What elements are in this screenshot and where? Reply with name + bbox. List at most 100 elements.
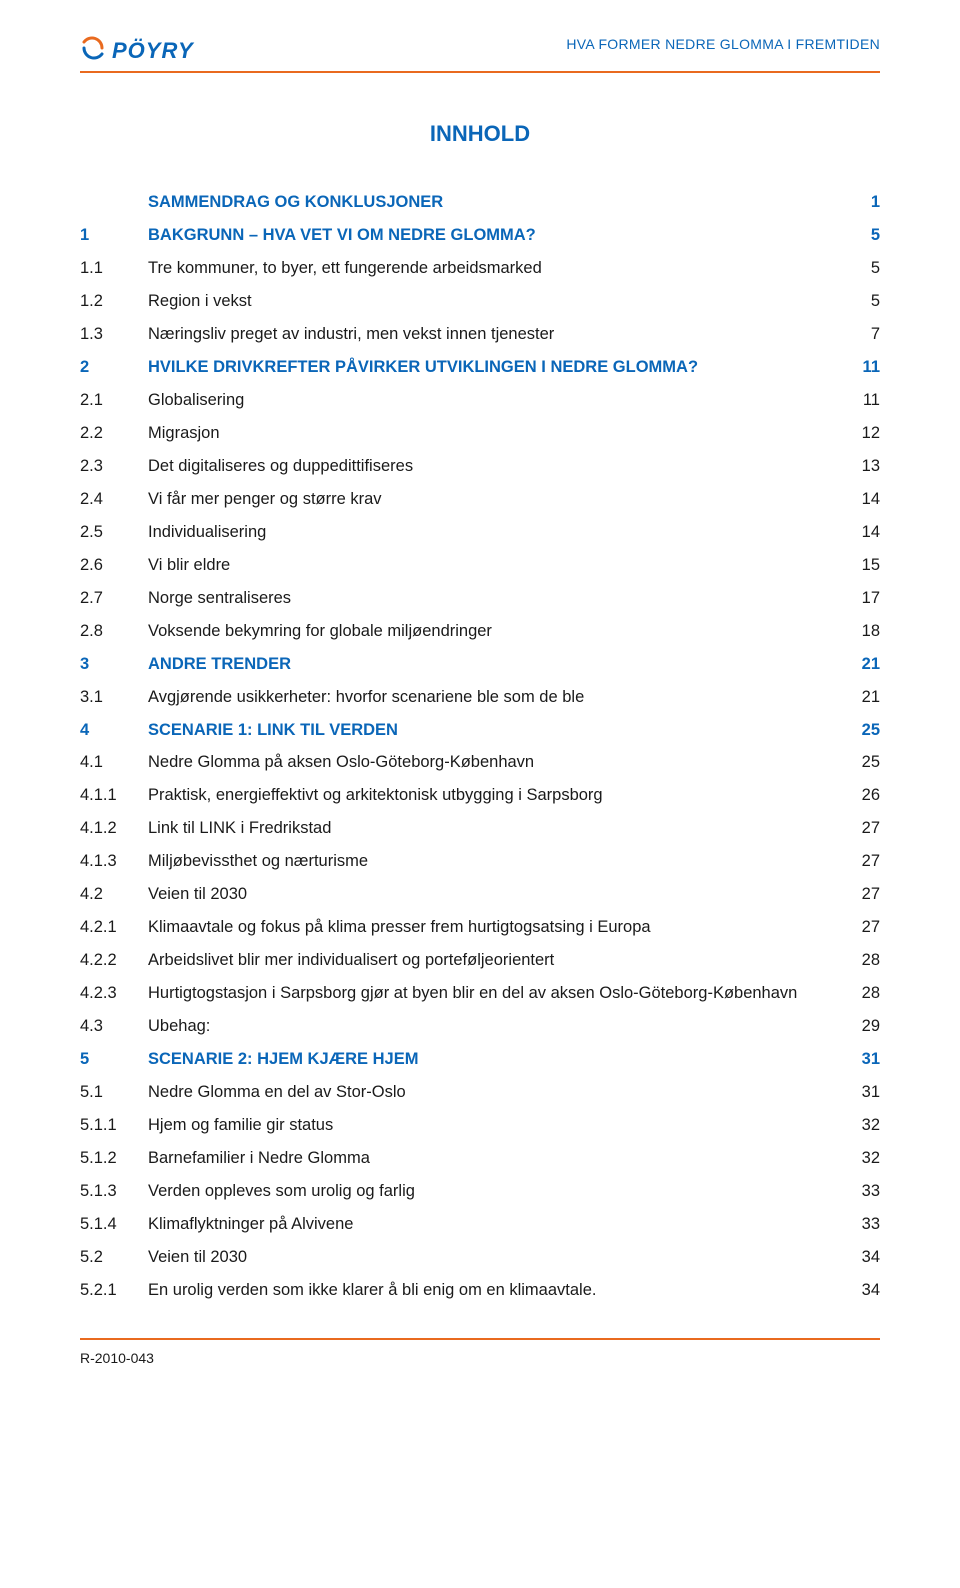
- toc-label: Arbeidslivet blir mer individualisert og…: [148, 951, 844, 970]
- toc-row: 2.6Vi blir eldre15: [80, 556, 880, 575]
- toc-row: 2HVILKE DRIVKREFTER PÅVIRKER UTVIKLINGEN…: [80, 358, 880, 377]
- toc-row: 2.4Vi får mer penger og større krav14: [80, 490, 880, 509]
- toc-row: SAMMENDRAG OG KONKLUSJONER1: [80, 193, 880, 212]
- toc-label: Nedre Glomma på aksen Oslo-Göteborg-Købe…: [148, 753, 844, 772]
- header-rule: [80, 71, 880, 73]
- toc-label: Globalisering: [148, 391, 844, 410]
- toc-number: 5.2: [80, 1248, 148, 1267]
- toc-page: 18: [844, 622, 880, 641]
- toc-label: Migrasjon: [148, 424, 844, 443]
- toc-label: Vi får mer penger og større krav: [148, 490, 844, 509]
- page-container: PÖYRY HVA FORMER NEDRE GLOMMA I FREMTIDE…: [0, 0, 960, 1394]
- toc-page: 34: [844, 1281, 880, 1300]
- toc-number: 3.1: [80, 688, 148, 707]
- toc-row: 5.1.1Hjem og familie gir status32: [80, 1116, 880, 1135]
- toc-label: Individualisering: [148, 523, 844, 542]
- toc-number: 5.1.2: [80, 1149, 148, 1168]
- toc-page: 27: [844, 885, 880, 904]
- toc-number: 2.2: [80, 424, 148, 443]
- toc-page: 32: [844, 1149, 880, 1168]
- toc-page: 5: [844, 259, 880, 278]
- toc-page: 5: [844, 226, 880, 245]
- brand-name: PÖYRY: [112, 38, 194, 64]
- toc-row: 5.1.3Verden oppleves som urolig og farli…: [80, 1182, 880, 1201]
- toc-number: 2.6: [80, 556, 148, 575]
- toc-page: 29: [844, 1017, 880, 1036]
- toc-page: 28: [844, 984, 880, 1003]
- toc-label: Link til LINK i Fredrikstad: [148, 819, 844, 838]
- toc-number: 5.2.1: [80, 1281, 148, 1300]
- toc-row: 5SCENARIE 2: HJEM KJÆRE HJEM31: [80, 1050, 880, 1069]
- toc-page: 27: [844, 819, 880, 838]
- toc-number: 1: [80, 226, 148, 245]
- toc-label: Nedre Glomma en del av Stor-Oslo: [148, 1083, 844, 1102]
- toc-row: 2.2Migrasjon12: [80, 424, 880, 443]
- toc-number: 3: [80, 655, 148, 674]
- toc-label: SAMMENDRAG OG KONKLUSJONER: [148, 193, 844, 212]
- toc-row: 1.3Næringsliv preget av industri, men ve…: [80, 325, 880, 344]
- toc-page: 31: [844, 1083, 880, 1102]
- running-header: HVA FORMER NEDRE GLOMMA I FREMTIDEN: [566, 36, 880, 52]
- footer-doc-id: R-2010-043: [80, 1350, 880, 1366]
- toc-number: 1.3: [80, 325, 148, 344]
- toc-label: Region i vekst: [148, 292, 844, 311]
- toc-row: 4.2.3Hurtigtogstasjon i Sarpsborg gjør a…: [80, 984, 880, 1003]
- toc-number: 5: [80, 1050, 148, 1069]
- toc-label: Verden oppleves som urolig og farlig: [148, 1182, 844, 1201]
- toc-label: Tre kommuner, to byer, ett fungerende ar…: [148, 259, 844, 278]
- toc-page: 27: [844, 918, 880, 937]
- toc-row: 1.1Tre kommuner, to byer, ett fungerende…: [80, 259, 880, 278]
- toc-number: 5.1: [80, 1083, 148, 1102]
- brand-logo: PÖYRY: [80, 36, 194, 65]
- toc-label: Det digitaliseres og duppedittifiseres: [148, 457, 844, 476]
- toc-label: ANDRE TRENDER: [148, 655, 844, 674]
- toc-number: 4.2: [80, 885, 148, 904]
- toc-label: Ubehag:: [148, 1017, 844, 1036]
- toc-number: 2.4: [80, 490, 148, 509]
- toc-page: 17: [844, 589, 880, 608]
- toc-page: 12: [844, 424, 880, 443]
- toc-label: SCENARIE 2: HJEM KJÆRE HJEM: [148, 1050, 844, 1069]
- toc-row: 4.3Ubehag:29: [80, 1017, 880, 1036]
- toc-row: 5.1.2Barnefamilier i Nedre Glomma32: [80, 1149, 880, 1168]
- toc-row: 2.3Det digitaliseres og duppedittifisere…: [80, 457, 880, 476]
- toc-row: 4.2.1Klimaavtale og fokus på klima press…: [80, 918, 880, 937]
- toc-row: 4.1.2Link til LINK i Fredrikstad27: [80, 819, 880, 838]
- toc-page: 25: [844, 753, 880, 772]
- toc-label: Klimaflyktninger på Alvivene: [148, 1215, 844, 1234]
- toc-label: Miljøbevissthet og nærturisme: [148, 852, 844, 871]
- toc-page: 31: [844, 1050, 880, 1069]
- toc-page: 15: [844, 556, 880, 575]
- toc-row: 4SCENARIE 1: LINK TIL VERDEN25: [80, 721, 880, 740]
- toc-row: 2.1Globalisering11: [80, 391, 880, 410]
- toc-number: 2.7: [80, 589, 148, 608]
- toc-page: 27: [844, 852, 880, 871]
- toc-label: Hurtigtogstasjon i Sarpsborg gjør at bye…: [148, 984, 844, 1003]
- toc-number: 2.3: [80, 457, 148, 476]
- toc-number: 1.2: [80, 292, 148, 311]
- toc-label: BAKGRUNN – HVA VET VI OM NEDRE GLOMMA?: [148, 226, 844, 245]
- toc-label: Hjem og familie gir status: [148, 1116, 844, 1135]
- toc-label: Klimaavtale og fokus på klima presser fr…: [148, 918, 844, 937]
- toc-page: 14: [844, 523, 880, 542]
- toc-page: 1: [844, 193, 880, 212]
- toc-label: En urolig verden som ikke klarer å bli e…: [148, 1281, 844, 1300]
- toc-label: Næringsliv preget av industri, men vekst…: [148, 325, 844, 344]
- toc-page: 28: [844, 951, 880, 970]
- toc-row: 4.1.1Praktisk, energieffektivt og arkite…: [80, 786, 880, 805]
- toc-label: Avgjørende usikkerheter: hvorfor scenari…: [148, 688, 844, 707]
- toc-number: 2.1: [80, 391, 148, 410]
- toc-row: 5.1.4Klimaflyktninger på Alvivene33: [80, 1215, 880, 1234]
- toc-number: 4.2.1: [80, 918, 148, 937]
- toc-number: 5.1.1: [80, 1116, 148, 1135]
- toc-page: 5: [844, 292, 880, 311]
- toc-row: 3ANDRE TRENDER21: [80, 655, 880, 674]
- toc-row: 4.1.3Miljøbevissthet og nærturisme27: [80, 852, 880, 871]
- toc-number: 4.1: [80, 753, 148, 772]
- toc-row: 2.8Voksende bekymring for globale miljøe…: [80, 622, 880, 641]
- toc-row: 1.2Region i vekst5: [80, 292, 880, 311]
- logo-swirl-icon: [80, 36, 106, 65]
- toc-number: 4.3: [80, 1017, 148, 1036]
- toc-row: 2.7Norge sentraliseres17: [80, 589, 880, 608]
- toc-label: Praktisk, energieffektivt og arkitektoni…: [148, 786, 844, 805]
